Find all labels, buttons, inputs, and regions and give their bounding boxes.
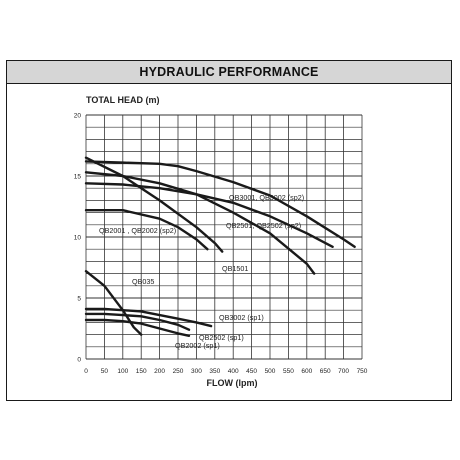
series-line-7 bbox=[84, 312, 191, 331]
y-tick-label: 0 bbox=[77, 357, 81, 364]
x-tick-label: 300 bbox=[191, 368, 202, 375]
curve-label: QB2501, QB2502 (sp2) bbox=[226, 221, 301, 230]
x-tick-label: 0 bbox=[84, 368, 88, 375]
curve-label: QB2002 (sp1) bbox=[175, 341, 220, 350]
grid bbox=[85, 114, 363, 360]
tick-labels: 0 50 100 150 200 250 300 350 400 450 500 550 600 650 7… bbox=[74, 113, 368, 376]
curve-label: QB1501 bbox=[222, 264, 248, 273]
curve-label: QB035 bbox=[132, 277, 154, 286]
y-tick-label: 5 bbox=[77, 296, 81, 303]
series-line-4 bbox=[84, 209, 209, 251]
series-line-2 bbox=[84, 171, 316, 275]
x-tick-label: 450 bbox=[246, 368, 257, 375]
panel-title: HYDRAULIC PERFORMANCE bbox=[139, 65, 319, 79]
x-tick-label: 650 bbox=[320, 368, 331, 375]
x-tick-label: 150 bbox=[136, 368, 147, 375]
series-line-8 bbox=[84, 318, 191, 337]
x-tick-label: 350 bbox=[209, 368, 220, 375]
curve-label: QB3002 (sp1) bbox=[219, 313, 264, 322]
y-tick-label: 20 bbox=[74, 113, 82, 120]
x-tick-label: 600 bbox=[301, 368, 312, 375]
x-tick-label: 550 bbox=[283, 368, 294, 375]
curve-label: QB2502 (sp1) bbox=[199, 333, 244, 342]
x-tick-label: 100 bbox=[117, 368, 128, 375]
x-tick-label: 700 bbox=[338, 368, 349, 375]
curve-label: QB2001 , QB2002 (sp2) bbox=[99, 226, 176, 235]
series-line-0 bbox=[84, 160, 356, 248]
x-tick-label: 400 bbox=[228, 368, 239, 375]
curve-labels: QB3001, QB3002 (sp2) QB2001 , QB2002 (sp2… bbox=[99, 193, 304, 350]
series-line-3 bbox=[84, 156, 224, 253]
y-tick-label: 10 bbox=[74, 235, 82, 242]
chart-panel: HYDRAULIC PERFORMANCE bbox=[6, 60, 452, 401]
curve-label: QB3001, QB3002 (sp2) bbox=[229, 193, 304, 202]
x-tick-label: 500 bbox=[265, 368, 276, 375]
y-tick-label: 15 bbox=[74, 174, 82, 181]
series-line-1 bbox=[84, 182, 334, 248]
x-tick-label: 750 bbox=[357, 368, 368, 375]
x-tick-label: 250 bbox=[173, 368, 184, 375]
series-group bbox=[84, 156, 356, 337]
series-line-6 bbox=[84, 307, 213, 328]
x-axis-title: FLOW (lpm) bbox=[207, 378, 258, 388]
title-bar: HYDRAULIC PERFORMANCE bbox=[7, 61, 451, 84]
y-axis-title: TOTAL HEAD (m) bbox=[86, 95, 160, 105]
x-tick-label: 200 bbox=[154, 368, 165, 375]
x-tick-label: 50 bbox=[101, 368, 109, 375]
